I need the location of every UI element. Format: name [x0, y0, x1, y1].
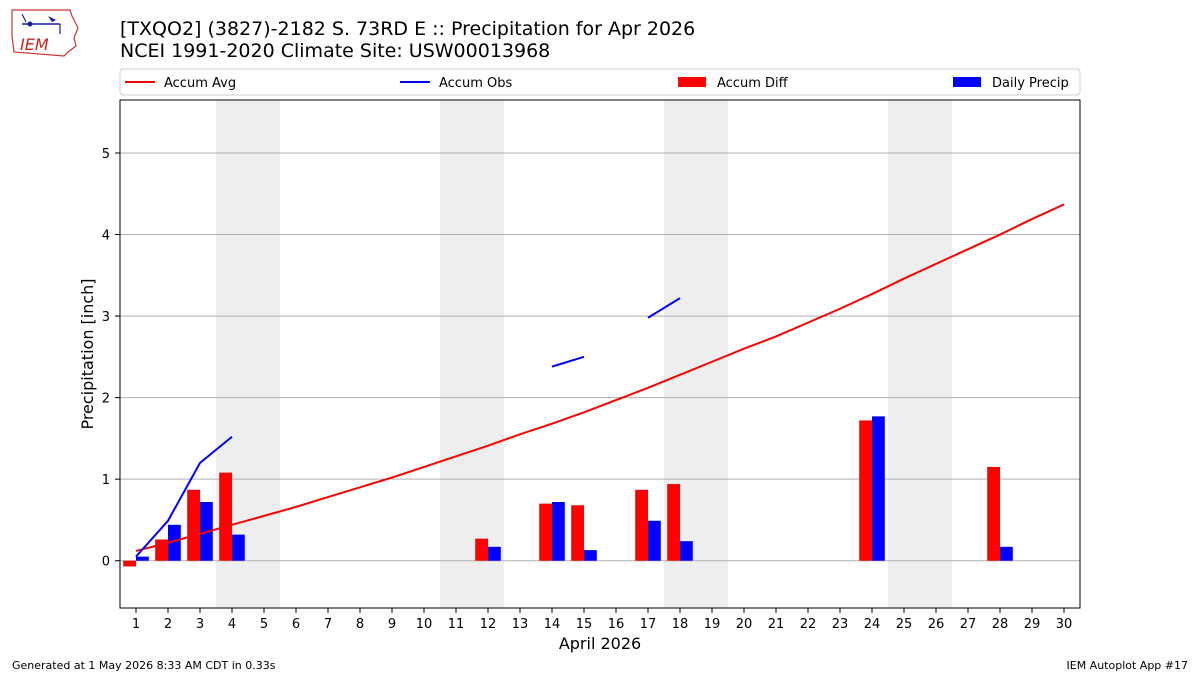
daily-precip-bar — [232, 534, 245, 561]
logo-text: IEM — [20, 35, 49, 54]
x-tick-label: 14 — [544, 617, 561, 632]
plot-frame — [119, 99, 1081, 609]
x-tick-label: 15 — [576, 617, 593, 632]
accum-obs-line — [551, 355, 585, 368]
legend-label: Accum Obs — [439, 76, 512, 91]
daily-precip-bar — [488, 546, 501, 561]
x-tick-label: 9 — [388, 617, 396, 632]
x-tick-label: 8 — [356, 617, 364, 632]
x-tick-label: 16 — [608, 617, 625, 632]
x-tick-label: 10 — [416, 617, 433, 632]
accum-diff-bar — [571, 505, 584, 561]
daily-precip-bar — [1000, 546, 1013, 561]
chart-title: [TXQO2] (3827)-2182 S. 73RD E :: Precipi… — [120, 18, 696, 40]
weekend-band — [664, 100, 728, 608]
x-tick-label: 7 — [324, 617, 332, 632]
iem-logo: IEM — [11, 9, 79, 57]
accum-diff-bar — [987, 466, 1000, 561]
legend-label: Accum Avg — [164, 76, 236, 91]
x-tick-label: 19 — [704, 617, 721, 632]
x-tick-label: 29 — [1024, 617, 1041, 632]
accum-diff-bar — [475, 538, 488, 561]
y-axis-label: Precipitation [inch] — [78, 278, 97, 429]
x-tick-label: 18 — [672, 617, 689, 632]
x-tick-label: 30 — [1056, 617, 1073, 632]
x-tick-label: 27 — [960, 617, 977, 632]
x-tick-label: 24 — [864, 617, 881, 632]
accum-diff-bar — [667, 484, 680, 561]
x-tick-label: 1 — [132, 617, 140, 632]
legend-bar-swatch — [953, 77, 981, 87]
accum-diff-bar — [155, 539, 168, 561]
footer-generated-text: Generated at 1 May 2026 8:33 AM CDT in 0… — [12, 659, 276, 672]
x-tick-label: 17 — [640, 617, 657, 632]
y-tick-label: 2 — [102, 392, 110, 407]
legend-bar-swatch — [678, 77, 706, 87]
accum-diff-bar — [187, 489, 200, 561]
legend-box — [119, 68, 1081, 96]
y-tick-label: 3 — [102, 310, 110, 325]
x-tick-label: 23 — [832, 617, 849, 632]
x-tick-label: 26 — [928, 617, 945, 632]
chart-subtitle: NCEI 1991-2020 Climate Site: USW00013968 — [120, 40, 551, 62]
daily-precip-bar — [680, 541, 693, 561]
x-tick-label: 2 — [164, 617, 172, 632]
weekend-band — [888, 100, 952, 608]
x-tick-label: 28 — [992, 617, 1009, 632]
daily-precip-bar — [168, 524, 181, 561]
accum-diff-bar — [635, 489, 648, 561]
y-tick-label: 1 — [102, 473, 110, 488]
legend-label: Daily Precip — [992, 76, 1069, 91]
x-tick-label: 5 — [260, 617, 268, 632]
accum-obs-line — [135, 435, 233, 558]
legend-label: Accum Diff — [717, 76, 789, 91]
daily-precip-bar — [584, 550, 597, 561]
accum-diff-bar — [219, 472, 232, 561]
daily-precip-bar — [136, 556, 149, 561]
daily-precip-bar — [200, 501, 213, 561]
x-tick-label: 22 — [800, 617, 817, 632]
daily-precip-bar — [648, 520, 661, 561]
footer-app-text: IEM Autoplot App #17 — [1066, 659, 1189, 672]
weekend-band — [440, 100, 504, 608]
x-tick-label: 4 — [228, 617, 236, 632]
daily-precip-bar — [552, 501, 565, 561]
x-tick-label: 25 — [896, 617, 913, 632]
accum-diff-bar — [859, 420, 872, 561]
x-tick-label: 13 — [512, 617, 529, 632]
x-tick-label: 20 — [736, 617, 753, 632]
legend: Accum Avg Accum Obs Accum Diff Daily Precip — [119, 68, 1081, 96]
y-tick-label: 0 — [102, 555, 110, 570]
x-tick-label: 21 — [768, 617, 785, 632]
accum-avg-line — [135, 203, 1065, 552]
x-tick-label: 11 — [448, 617, 465, 632]
y-tick-label: 4 — [102, 229, 110, 244]
x-tick-label: 3 — [196, 617, 204, 632]
x-axis-label: April 2026 — [559, 634, 641, 653]
accum-diff-bar — [539, 503, 552, 561]
weekend-band — [216, 100, 280, 608]
y-tick-label: 5 — [102, 147, 110, 162]
daily-precip-bar — [872, 416, 885, 561]
x-tick-label: 6 — [292, 617, 300, 632]
x-tick-label: 12 — [480, 617, 497, 632]
accum-diff-bar — [123, 560, 136, 567]
accum-obs-line — [647, 297, 681, 319]
